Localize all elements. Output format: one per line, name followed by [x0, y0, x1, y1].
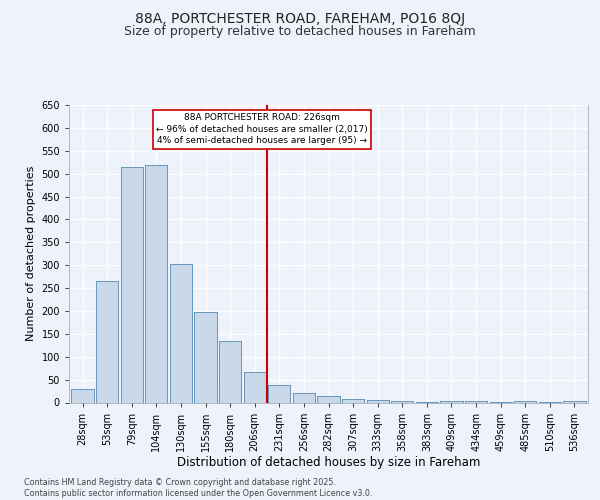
Bar — [170, 264, 192, 402]
Bar — [391, 400, 413, 402]
Bar — [440, 400, 463, 402]
Bar — [194, 312, 217, 402]
Bar — [71, 389, 94, 402]
Bar — [121, 167, 143, 402]
Text: 88A PORTCHESTER ROAD: 226sqm
← 96% of detached houses are smaller (2,017)
4% of : 88A PORTCHESTER ROAD: 226sqm ← 96% of de… — [156, 113, 368, 146]
Bar — [367, 400, 389, 402]
Bar — [71, 389, 94, 402]
Bar — [514, 400, 536, 402]
Bar — [145, 166, 167, 402]
Bar — [317, 396, 340, 402]
Bar — [563, 400, 586, 402]
Bar — [465, 400, 487, 402]
Bar — [440, 400, 463, 402]
Bar — [96, 281, 118, 402]
Bar — [342, 399, 364, 402]
Bar — [219, 340, 241, 402]
Bar — [121, 167, 143, 402]
Text: Size of property relative to detached houses in Fareham: Size of property relative to detached ho… — [124, 25, 476, 38]
Bar — [244, 372, 266, 402]
Text: 88A, PORTCHESTER ROAD, FAREHAM, PO16 8QJ: 88A, PORTCHESTER ROAD, FAREHAM, PO16 8QJ — [135, 12, 465, 26]
Y-axis label: Number of detached properties: Number of detached properties — [26, 166, 36, 342]
Bar — [317, 396, 340, 402]
Bar — [563, 400, 586, 402]
Bar — [194, 312, 217, 402]
Bar — [293, 394, 315, 402]
Bar — [514, 400, 536, 402]
Bar — [391, 400, 413, 402]
X-axis label: Distribution of detached houses by size in Fareham: Distribution of detached houses by size … — [177, 456, 480, 469]
Bar — [465, 400, 487, 402]
Bar — [96, 281, 118, 402]
Bar — [367, 400, 389, 402]
Bar — [293, 394, 315, 402]
Bar — [170, 264, 192, 402]
Bar — [268, 385, 290, 402]
Text: Contains HM Land Registry data © Crown copyright and database right 2025.
Contai: Contains HM Land Registry data © Crown c… — [24, 478, 373, 498]
Bar — [145, 166, 167, 402]
Bar — [219, 340, 241, 402]
Bar — [342, 399, 364, 402]
Bar — [268, 385, 290, 402]
Bar — [244, 372, 266, 402]
